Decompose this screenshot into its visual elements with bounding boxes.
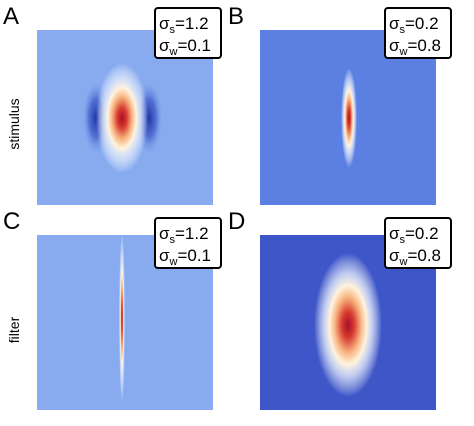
value: =0.8: [407, 246, 441, 265]
symbol: σ: [389, 246, 400, 265]
param-box: [154, 7, 222, 59]
param-text: σw=0.1: [159, 246, 211, 268]
peak: [96, 63, 148, 173]
subscript: w: [399, 46, 408, 58]
symbol: σ: [159, 246, 170, 265]
param-box: [384, 7, 452, 59]
value: =0.2: [405, 224, 439, 243]
peak: [314, 253, 382, 397]
subscript: s: [400, 234, 406, 246]
panel-letter: C: [3, 208, 20, 235]
panel-letter: A: [3, 3, 19, 30]
param-text: σw=0.1: [159, 36, 211, 58]
panel-letter: B: [228, 3, 244, 30]
subscript: w: [169, 256, 178, 268]
param-text: σs=1.2: [159, 224, 209, 246]
param-box: [384, 217, 452, 269]
param-box: [154, 217, 222, 269]
param-text: σs=0.2: [389, 14, 439, 36]
param-text: σs=0.2: [389, 224, 439, 246]
symbol: σ: [159, 36, 170, 55]
value: =0.1: [177, 36, 211, 55]
value: =1.2: [175, 14, 209, 33]
peak: [341, 68, 357, 168]
param-text: σw=0.8: [389, 36, 441, 58]
panel-a: [37, 30, 213, 205]
subscript: s: [400, 24, 406, 36]
subscript: w: [169, 46, 178, 58]
peak: [119, 233, 125, 403]
symbol: σ: [159, 224, 170, 243]
subscript: s: [170, 234, 176, 246]
param-text: σw=0.8: [389, 246, 441, 268]
symbol: σ: [389, 36, 400, 55]
param-boxes: σs=1.2σw=0.1σs=0.2σw=0.8σs=1.2σw=0.1σs=0…: [154, 7, 452, 269]
param-text: σs=1.2: [159, 14, 209, 36]
symbol: σ: [389, 224, 400, 243]
subscript: s: [170, 24, 176, 36]
value: =1.2: [175, 224, 209, 243]
panel-b: [260, 30, 436, 205]
symbol: σ: [389, 14, 400, 33]
value: =0.8: [407, 36, 441, 55]
value: =0.1: [177, 246, 211, 265]
panel-letter: D: [228, 208, 245, 235]
row-label: stimulus: [6, 98, 22, 149]
value: =0.2: [405, 14, 439, 33]
subscript: w: [399, 256, 408, 268]
symbol: σ: [159, 14, 170, 33]
row-label: filter: [6, 316, 22, 343]
